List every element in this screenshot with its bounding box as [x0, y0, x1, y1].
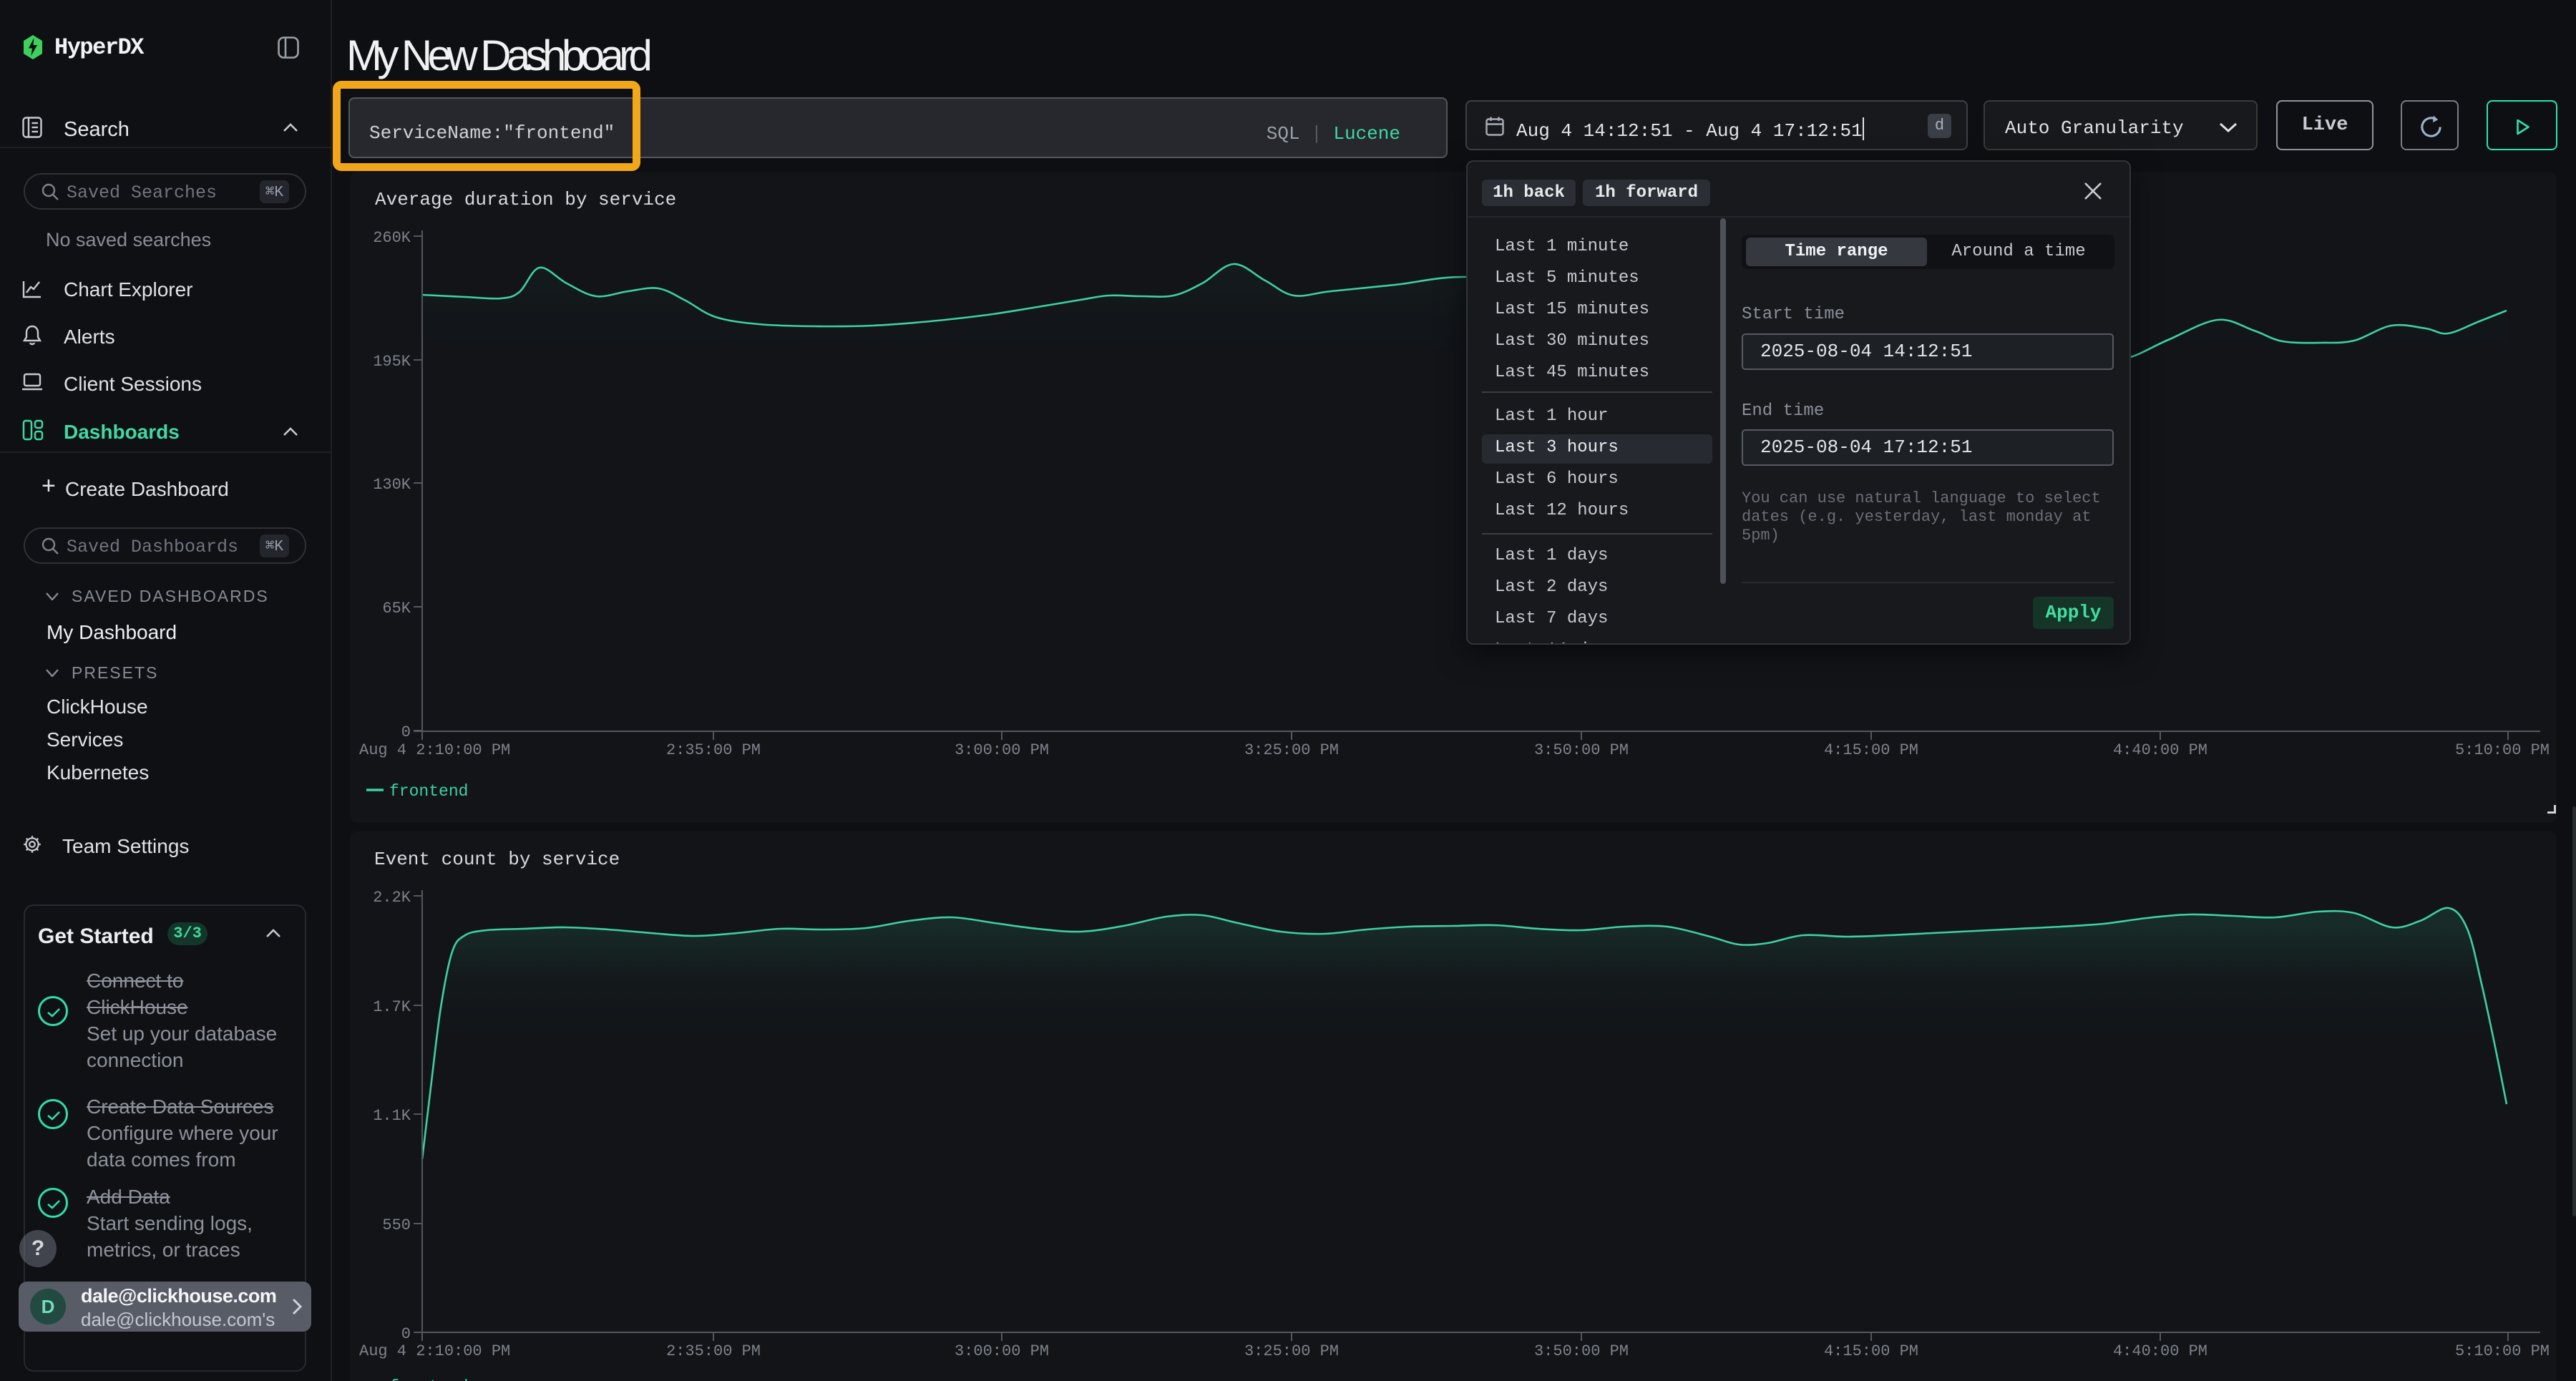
svg-text:130K: 130K [373, 476, 411, 494]
svg-text:Aug 4 2:10:00 PM: Aug 4 2:10:00 PM [359, 741, 510, 759]
svg-text:550: 550 [382, 1216, 411, 1234]
svg-text:4:15:00 PM: 4:15:00 PM [1824, 1342, 1918, 1360]
svg-text:4:40:00 PM: 4:40:00 PM [2113, 741, 2207, 759]
svg-text:195K: 195K [373, 353, 411, 371]
svg-text:1.7K: 1.7K [373, 998, 411, 1016]
svg-text:2:35:00 PM: 2:35:00 PM [666, 741, 761, 759]
svg-text:1.1K: 1.1K [373, 1107, 411, 1125]
svg-text:3:00:00 PM: 3:00:00 PM [955, 1342, 1049, 1360]
svg-text:Aug 4 2:10:00 PM: Aug 4 2:10:00 PM [359, 1342, 510, 1360]
svg-text:3:25:00 PM: 3:25:00 PM [1244, 741, 1339, 759]
svg-text:3:00:00 PM: 3:00:00 PM [955, 741, 1049, 759]
svg-text:3:50:00 PM: 3:50:00 PM [1534, 741, 1629, 759]
svg-text:5:10:00 PM: 5:10:00 PM [2455, 741, 2550, 759]
svg-text:frontend: frontend [389, 782, 468, 801]
svg-text:5:10:00 PM: 5:10:00 PM [2455, 1342, 2550, 1360]
svg-text:4:15:00 PM: 4:15:00 PM [1824, 741, 1918, 759]
svg-text:frontend: frontend [389, 1377, 468, 1381]
svg-text:260K: 260K [373, 229, 411, 247]
svg-text:3:25:00 PM: 3:25:00 PM [1244, 1342, 1339, 1360]
svg-text:0: 0 [401, 723, 411, 741]
svg-text:2.2K: 2.2K [373, 889, 411, 907]
svg-text:4:40:00 PM: 4:40:00 PM [2113, 1342, 2207, 1360]
svg-text:3:50:00 PM: 3:50:00 PM [1534, 1342, 1629, 1360]
svg-text:65K: 65K [382, 600, 411, 618]
svg-text:2:35:00 PM: 2:35:00 PM [666, 1342, 761, 1360]
svg-text:0: 0 [401, 1325, 411, 1343]
